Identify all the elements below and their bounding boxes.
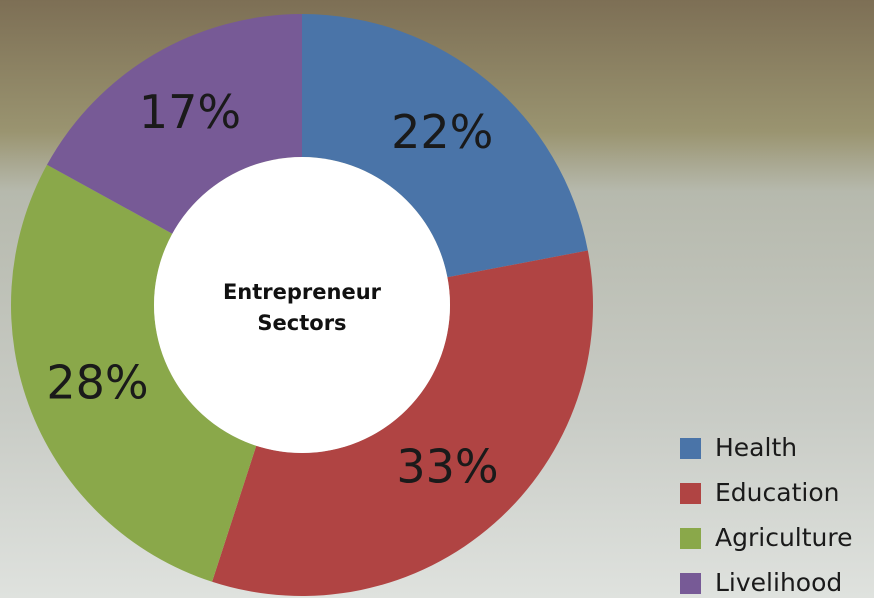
value-label: 22%: [391, 105, 493, 159]
page: {"chart_data": {"type": "donut", "center…: [0, 0, 874, 598]
donut-hole: [154, 157, 450, 453]
legend-swatch: [680, 483, 701, 504]
center-label: Sectors: [257, 311, 346, 335]
center-label: Entrepreneur: [223, 280, 382, 304]
chart: Entrepreneur Sectors 22% 33% 28% 17% Health E…: [0, 0, 874, 598]
legend-swatch: [680, 528, 701, 549]
legend-label: Livelihood: [715, 568, 842, 597]
legend-swatch: [680, 573, 701, 594]
value-label: 33%: [396, 440, 498, 494]
value-label: 17%: [139, 85, 241, 139]
value-label: 28%: [46, 355, 148, 409]
legend-label: Agriculture: [715, 523, 853, 552]
legend-swatch: [680, 438, 701, 459]
legend-label: Health: [715, 433, 797, 462]
legend-label: Education: [715, 478, 839, 507]
